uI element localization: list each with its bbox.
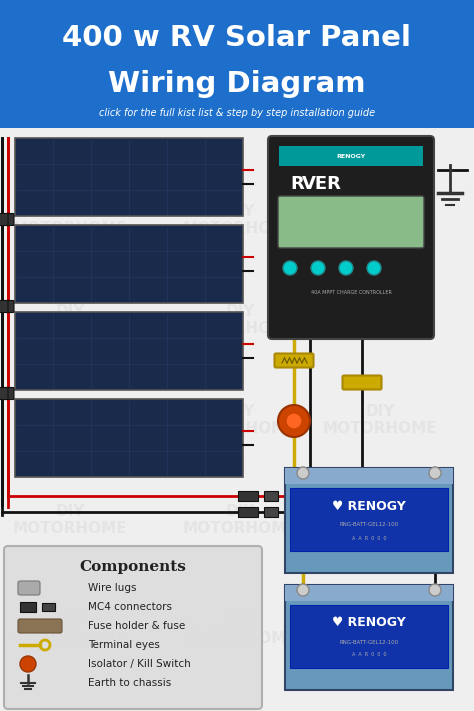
- Text: Wire lugs: Wire lugs: [88, 583, 137, 593]
- Circle shape: [286, 413, 302, 429]
- Bar: [0, 0, 474, 128]
- Text: Components: Components: [80, 560, 186, 574]
- Text: A  A  R  0  0  0: A A R 0 0 0: [352, 653, 386, 658]
- Text: DIY
MOTORHOME: DIY MOTORHOME: [182, 404, 297, 437]
- FancyBboxPatch shape: [278, 196, 424, 248]
- Text: Earth to chassis: Earth to chassis: [88, 678, 171, 688]
- Bar: [238, 491, 258, 501]
- Text: 40A MPPT CHARGE CONTROLLER: 40A MPPT CHARGE CONTROLLER: [310, 289, 392, 294]
- Bar: [285, 585, 453, 690]
- Bar: [290, 488, 448, 551]
- Circle shape: [367, 261, 381, 275]
- Circle shape: [429, 584, 441, 596]
- Text: A  A  R  0  0  0: A A R 0 0 0: [352, 535, 386, 540]
- Text: ♥ RENOGY: ♥ RENOGY: [332, 500, 406, 513]
- Bar: [285, 585, 453, 601]
- Text: RNG-BATT-GEL12-100: RNG-BATT-GEL12-100: [339, 639, 399, 644]
- Text: DIY
MOTORHOME: DIY MOTORHOME: [182, 204, 297, 236]
- FancyBboxPatch shape: [4, 546, 262, 709]
- Bar: [15, 138, 243, 216]
- Text: R: R: [290, 175, 304, 193]
- Bar: [20, 602, 36, 612]
- Circle shape: [429, 467, 441, 479]
- Circle shape: [311, 261, 325, 275]
- Text: DIY
MOTORHOME: DIY MOTORHOME: [323, 614, 438, 646]
- Bar: [15, 225, 243, 303]
- Bar: [15, 399, 243, 477]
- FancyBboxPatch shape: [18, 619, 62, 633]
- Bar: [279, 146, 423, 166]
- FancyBboxPatch shape: [268, 136, 434, 339]
- Text: DIY
MOTORHOME: DIY MOTORHOME: [323, 404, 438, 437]
- Text: RNG-BATT-GEL12-100: RNG-BATT-GEL12-100: [339, 523, 399, 528]
- Bar: [264, 491, 278, 501]
- Circle shape: [297, 467, 309, 479]
- Text: MC4 connectors: MC4 connectors: [88, 602, 172, 612]
- FancyBboxPatch shape: [274, 353, 313, 368]
- Text: VER: VER: [302, 175, 342, 193]
- FancyBboxPatch shape: [343, 375, 382, 390]
- Bar: [0, 128, 474, 711]
- Text: ♥ RENOGY: ♥ RENOGY: [332, 616, 406, 629]
- Text: DIY
MOTORHOME: DIY MOTORHOME: [13, 304, 128, 336]
- Bar: [285, 468, 453, 484]
- Text: DIY
MOTORHOME: DIY MOTORHOME: [13, 504, 128, 536]
- Text: DIY
MOTORHOME: DIY MOTORHOME: [323, 504, 438, 536]
- Bar: [238, 507, 258, 517]
- Bar: [42, 603, 55, 611]
- Bar: [15, 312, 243, 390]
- Text: Fuse holder & fuse: Fuse holder & fuse: [88, 621, 185, 631]
- Text: DIY
MOTORHOME: DIY MOTORHOME: [182, 504, 297, 536]
- Circle shape: [339, 261, 353, 275]
- Text: DIY
MOTORHOME: DIY MOTORHOME: [13, 614, 128, 646]
- Text: DIY
MOTORHOME: DIY MOTORHOME: [323, 204, 438, 236]
- Circle shape: [297, 584, 309, 596]
- Text: DIY
MOTORHOME: DIY MOTORHOME: [182, 614, 297, 646]
- FancyBboxPatch shape: [18, 581, 40, 595]
- Circle shape: [283, 261, 297, 275]
- Text: RENOGY: RENOGY: [337, 154, 365, 159]
- FancyBboxPatch shape: [3, 387, 14, 400]
- Text: Terminal eyes: Terminal eyes: [88, 640, 160, 650]
- Text: DIY
MOTORHOME: DIY MOTORHOME: [13, 204, 128, 236]
- Circle shape: [278, 405, 310, 437]
- Bar: [285, 468, 453, 573]
- Bar: [290, 605, 448, 668]
- Text: 400 w RV Solar Panel: 400 w RV Solar Panel: [63, 24, 411, 52]
- Text: DIY
MOTORHOME: DIY MOTORHOME: [323, 304, 438, 336]
- FancyBboxPatch shape: [3, 301, 14, 313]
- Text: Wiring Diagram: Wiring Diagram: [108, 70, 366, 98]
- Text: DIY
MOTORHOME: DIY MOTORHOME: [13, 404, 128, 437]
- FancyBboxPatch shape: [0, 387, 8, 400]
- Text: DIY
MOTORHOME: DIY MOTORHOME: [182, 304, 297, 336]
- FancyBboxPatch shape: [0, 301, 8, 313]
- FancyBboxPatch shape: [3, 213, 14, 225]
- FancyBboxPatch shape: [0, 213, 8, 225]
- Text: Isolator / Kill Switch: Isolator / Kill Switch: [88, 659, 191, 669]
- Bar: [264, 507, 278, 517]
- Circle shape: [20, 656, 36, 672]
- Text: click for the full kist list & step by step installation guide: click for the full kist list & step by s…: [99, 108, 375, 118]
